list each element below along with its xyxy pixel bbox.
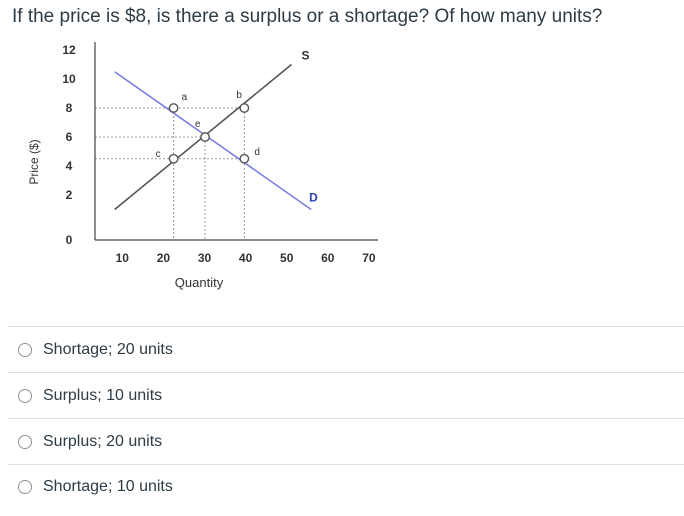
point-label-e: e [195,119,201,130]
answer-option-1[interactable]: Shortage; 20 units [8,326,684,372]
point-label-b: b [236,90,242,101]
x-tick-label: 30 [198,251,212,265]
tick-labels: 0 2 4 6 8 10 12 10 20 30 40 50 60 70 [62,43,376,265]
radio-button[interactable] [18,480,32,494]
answer-option-3[interactable]: Surplus; 20 units [8,418,684,464]
point-label-c: c [156,149,161,160]
x-axis-label: Quantity [175,275,224,290]
answer-label: Shortage; 10 units [43,478,173,495]
series-label-s: S [302,49,310,63]
answer-list: Shortage; 20 units Surplus; 10 units Sur… [8,326,684,510]
y-tick-label: 8 [66,101,73,115]
answer-option-4[interactable]: Shortage; 10 units [8,464,684,510]
radio-button[interactable] [18,434,32,449]
point-d [239,153,250,164]
series-label-d: D [309,191,318,205]
y-tick-label: 4 [66,159,73,173]
question-text: If the price is $8, is there a surplus o… [12,6,603,27]
y-axis-label: Price ($) [27,139,41,184]
series-lines: SD [114,49,318,211]
axes [94,42,378,241]
answer-option-2[interactable]: Surplus; 10 units [8,372,684,418]
x-tick-label: 40 [239,251,253,265]
y-tick-label: 12 [62,43,76,57]
answer-label: Surplus; 20 units [43,432,163,450]
x-tick-label: 10 [116,251,130,265]
answer-label: Surplus; 10 units [43,386,163,404]
x-tick-label: 70 [362,251,376,265]
radio-button[interactable] [18,342,32,357]
radio-button[interactable] [18,388,32,403]
answer-label: Shortage; 20 units [43,340,173,358]
x-tick-label: 50 [280,251,294,265]
y-tick-label: 6 [66,130,73,144]
point-e [200,132,210,142]
point-label-a: a [182,92,188,103]
guide-lines [95,107,245,240]
y-tick-label: 0 [66,233,73,247]
y-tick-label: 2 [66,188,73,202]
points: a b c d e [156,90,260,164]
y-tick-label: 10 [62,72,76,86]
x-tick-label: 20 [157,251,171,265]
point-a [168,103,179,113]
series-line-d [114,71,312,211]
point-c [168,153,179,164]
x-tick-label: 60 [321,251,335,265]
point-b [239,103,250,113]
point-label-d: d [254,147,260,158]
